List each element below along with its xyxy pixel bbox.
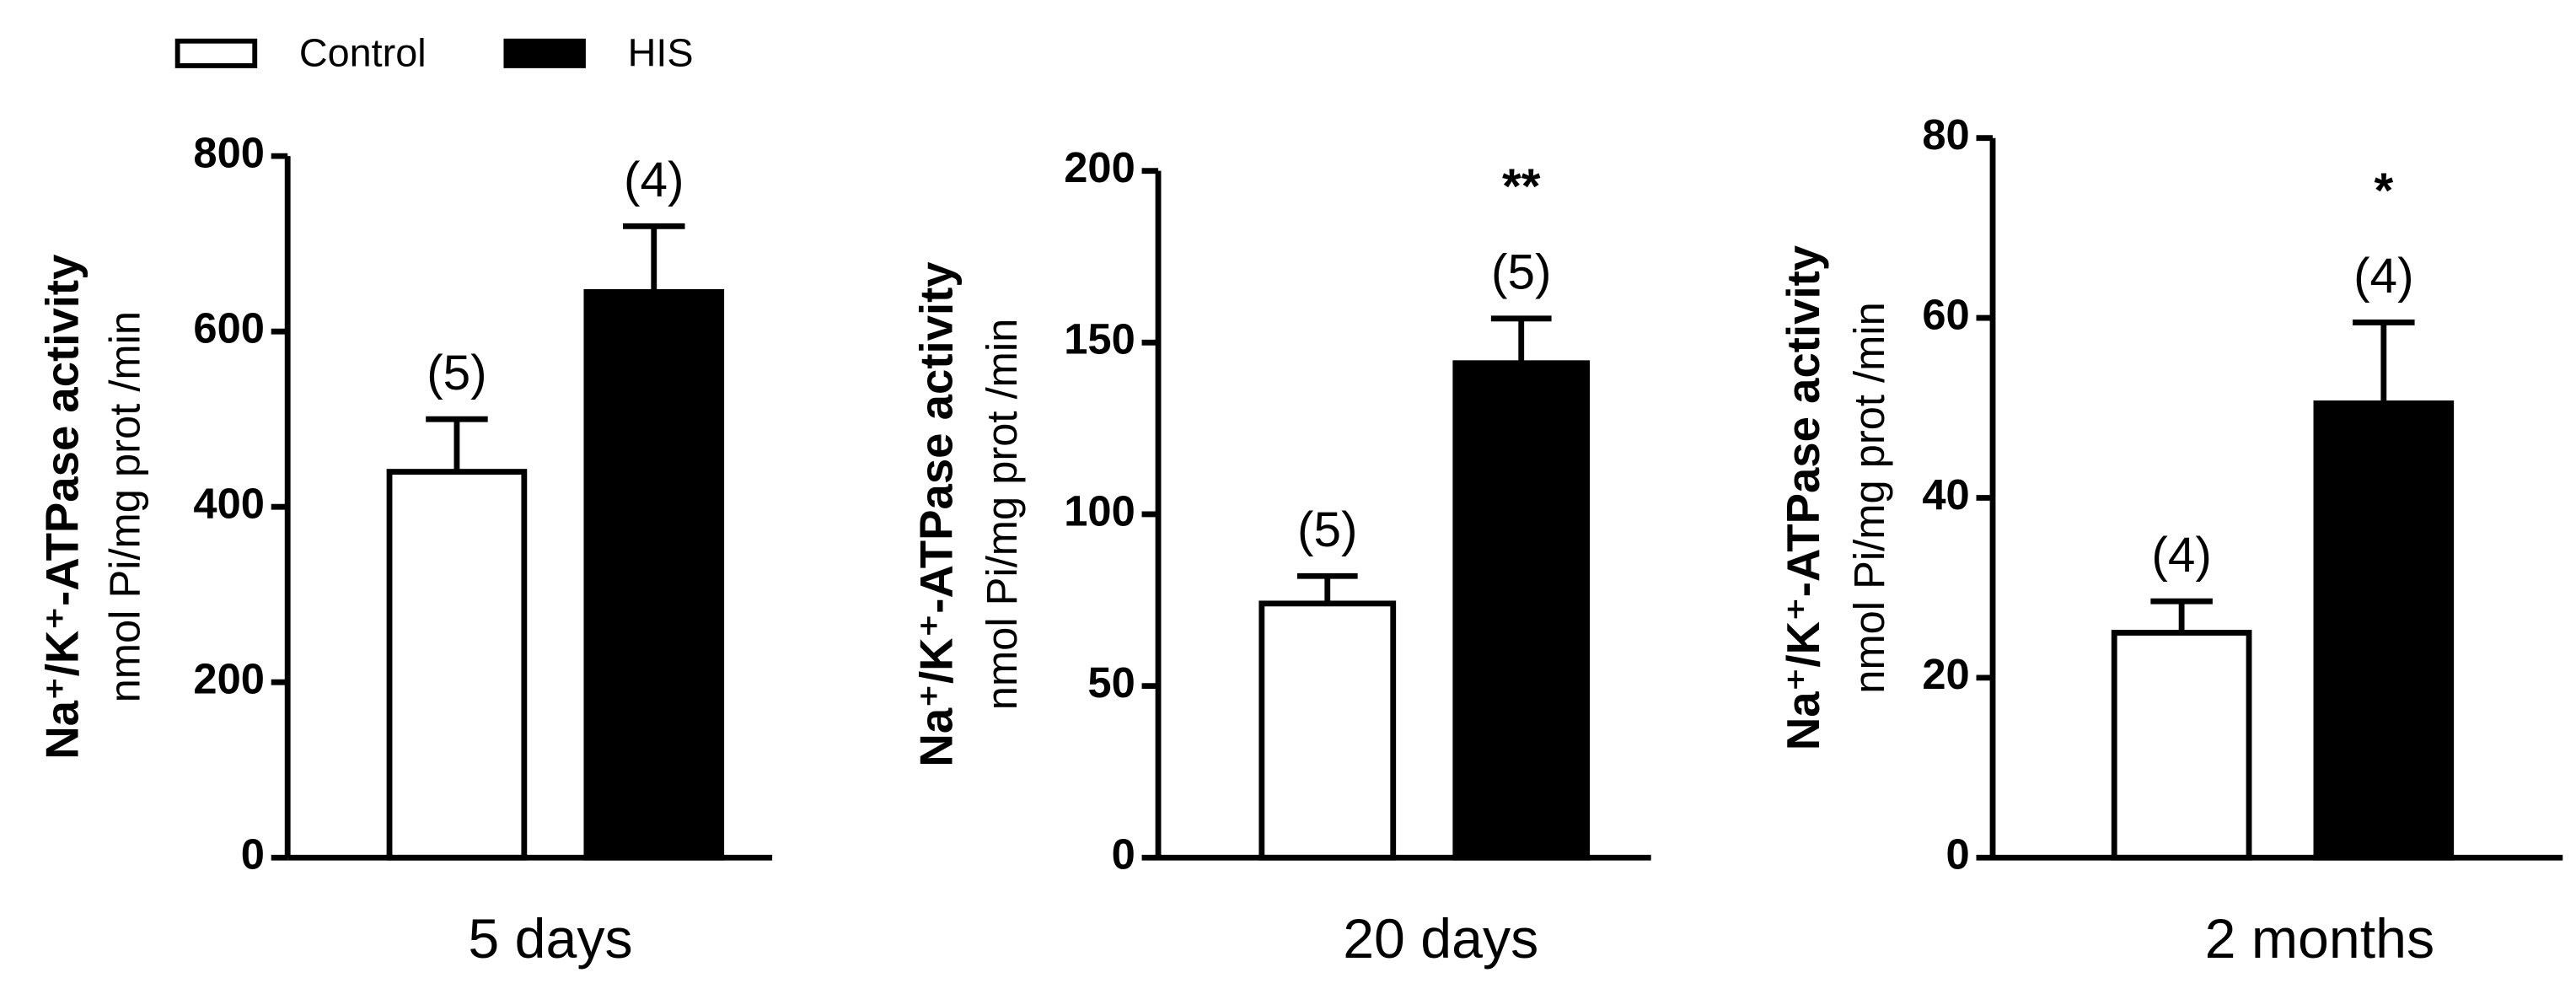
n-label: (5) <box>427 346 486 400</box>
y-tick-label: 600 <box>193 304 265 352</box>
x-label: 20 days <box>1343 908 1538 970</box>
y-tick-label: 0 <box>1112 830 1135 878</box>
significance: ** <box>1502 159 1541 214</box>
y-tick-label: 200 <box>1064 143 1135 191</box>
y-tick-label: 60 <box>1922 290 1969 338</box>
n-label: (4) <box>624 153 684 207</box>
y-tick-label: 40 <box>1922 470 1969 518</box>
significance: * <box>2374 164 2393 218</box>
y-tick-label: 150 <box>1064 315 1135 363</box>
y-tick-label: 50 <box>1087 658 1135 707</box>
legend-label: Control <box>299 31 427 75</box>
y-tick-label: 800 <box>193 129 265 177</box>
y-axis-units: nmol Pi/mg prot /min <box>101 311 149 703</box>
y-tick-label: 20 <box>1922 650 1969 698</box>
n-label: (4) <box>2151 528 2211 583</box>
legend-swatch <box>174 38 258 68</box>
y-axis-units: nmol Pi/mg prot /min <box>1845 302 1893 694</box>
legend-swatch <box>503 38 586 68</box>
n-label: (4) <box>2353 249 2413 304</box>
x-label: 5 days <box>468 908 632 970</box>
bar <box>583 288 725 861</box>
y-axis-title: Na⁺/K⁺-ATPase activity <box>1778 244 1829 750</box>
bar <box>1258 600 1397 861</box>
y-tick-label: 400 <box>193 480 265 528</box>
y-axis-title: Na⁺/K⁺-ATPase activity <box>910 261 962 767</box>
y-tick-label: 0 <box>1946 830 1970 878</box>
y-tick-label: 0 <box>241 830 265 878</box>
bar <box>386 469 528 861</box>
n-label: (5) <box>1491 245 1551 300</box>
bar <box>2313 400 2455 861</box>
n-label: (5) <box>1297 502 1357 557</box>
bar <box>1452 360 1591 861</box>
y-axis-title: Na⁺/K⁺-ATPase activity <box>37 254 89 760</box>
y-axis-units: nmol Pi/mg prot /min <box>978 319 1026 711</box>
x-label: 2 months <box>2205 908 2435 970</box>
y-tick-label: 80 <box>1922 110 1969 159</box>
legend-label: HIS <box>628 31 694 75</box>
y-tick-label: 200 <box>193 655 265 703</box>
y-tick-label: 100 <box>1064 486 1135 535</box>
bar <box>2111 630 2252 861</box>
